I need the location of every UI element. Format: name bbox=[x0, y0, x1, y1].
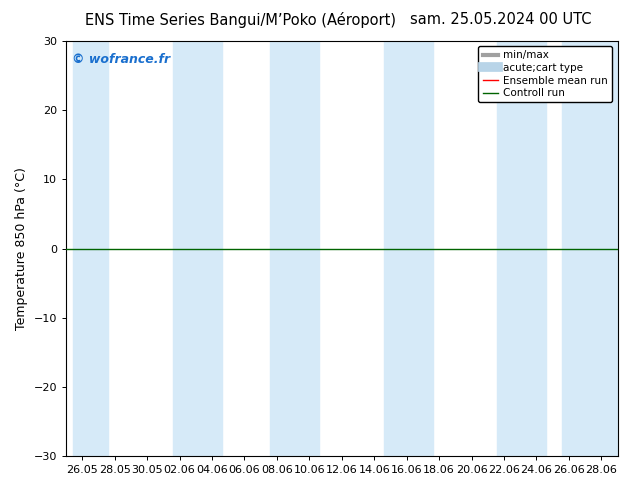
Text: sam. 25.05.2024 00 UTC: sam. 25.05.2024 00 UTC bbox=[410, 12, 592, 27]
Bar bbox=[498, 41, 546, 456]
Bar bbox=[384, 41, 432, 456]
Bar bbox=[72, 41, 108, 456]
Y-axis label: Temperature 850 hPa (°C): Temperature 850 hPa (°C) bbox=[15, 167, 28, 330]
Bar bbox=[271, 41, 319, 456]
Text: © wofrance.fr: © wofrance.fr bbox=[72, 53, 170, 67]
Bar bbox=[173, 41, 222, 456]
Legend: min/max, acute;cart type, Ensemble mean run, Controll run: min/max, acute;cart type, Ensemble mean … bbox=[479, 46, 612, 102]
Bar bbox=[562, 41, 618, 456]
Text: ENS Time Series Bangui/M’Poko (Aéroport): ENS Time Series Bangui/M’Poko (Aéroport) bbox=[86, 12, 396, 28]
